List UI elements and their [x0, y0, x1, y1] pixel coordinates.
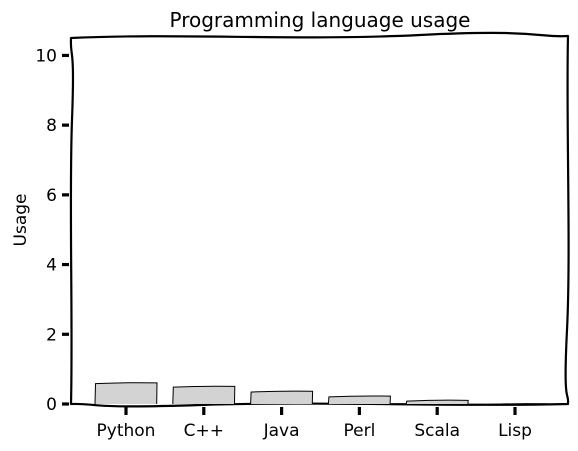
plot-frame [69, 31, 570, 408]
bar-perl [327, 395, 391, 405]
y-tick-label: 2 [46, 325, 57, 345]
y-axis-label: Usage [11, 194, 31, 247]
x-tick-label: Java [263, 421, 300, 441]
bar-python [94, 382, 158, 405]
y-tick-label: 4 [46, 256, 57, 276]
y-tick-label: 10 [35, 46, 57, 66]
bar-lisp [483, 403, 548, 406]
bars [94, 382, 548, 406]
bar-scala [405, 399, 469, 405]
y-axis-ticks: 0 2 4 6 8 10 [35, 46, 69, 415]
bar-java [250, 390, 314, 405]
x-tick-label: Scala [414, 421, 460, 441]
x-tick-label: Lisp [498, 421, 532, 441]
y-tick-label: 8 [46, 116, 57, 136]
bar-c- [172, 385, 236, 405]
chart-title: Programming language usage [170, 8, 471, 32]
x-tick-label: Perl [343, 421, 375, 441]
x-axis-ticks: Python C++ Java Perl Scala Lisp [97, 407, 532, 441]
x-tick-label: C++ [184, 421, 224, 441]
y-tick-label: 6 [46, 186, 57, 206]
y-tick-label: 0 [46, 395, 57, 415]
x-tick-label: Python [97, 421, 156, 441]
